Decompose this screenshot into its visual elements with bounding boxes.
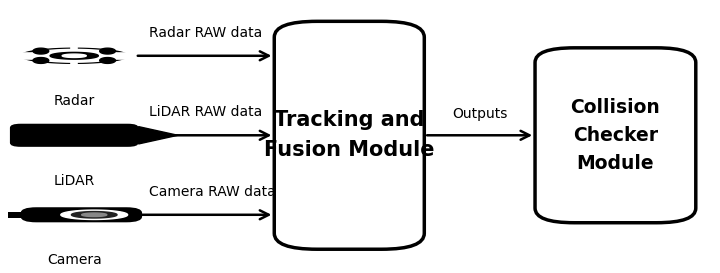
Polygon shape <box>99 58 115 63</box>
Text: Tracking and
Fusion Module: Tracking and Fusion Module <box>264 111 435 160</box>
Polygon shape <box>62 54 86 58</box>
FancyBboxPatch shape <box>10 124 138 147</box>
FancyBboxPatch shape <box>535 48 696 223</box>
Polygon shape <box>81 213 107 216</box>
Text: Camera: Camera <box>47 253 102 267</box>
Text: Radar: Radar <box>53 94 95 108</box>
Text: LiDAR: LiDAR <box>53 174 95 188</box>
Text: Outputs: Outputs <box>452 107 508 121</box>
Polygon shape <box>99 48 115 54</box>
Polygon shape <box>60 210 127 219</box>
FancyBboxPatch shape <box>8 212 21 218</box>
Polygon shape <box>33 48 49 54</box>
Text: Radar RAW data: Radar RAW data <box>149 26 263 40</box>
Text: Collision
Checker
Module: Collision Checker Module <box>570 98 660 173</box>
Polygon shape <box>21 48 128 63</box>
Polygon shape <box>29 49 120 62</box>
FancyBboxPatch shape <box>274 21 424 249</box>
Polygon shape <box>138 127 178 144</box>
Text: Camera RAW data: Camera RAW data <box>149 185 276 199</box>
Text: LiDAR RAW data: LiDAR RAW data <box>149 105 263 119</box>
Polygon shape <box>50 52 99 59</box>
Polygon shape <box>33 58 49 63</box>
Polygon shape <box>55 209 133 220</box>
FancyBboxPatch shape <box>21 207 142 222</box>
Polygon shape <box>71 212 117 218</box>
